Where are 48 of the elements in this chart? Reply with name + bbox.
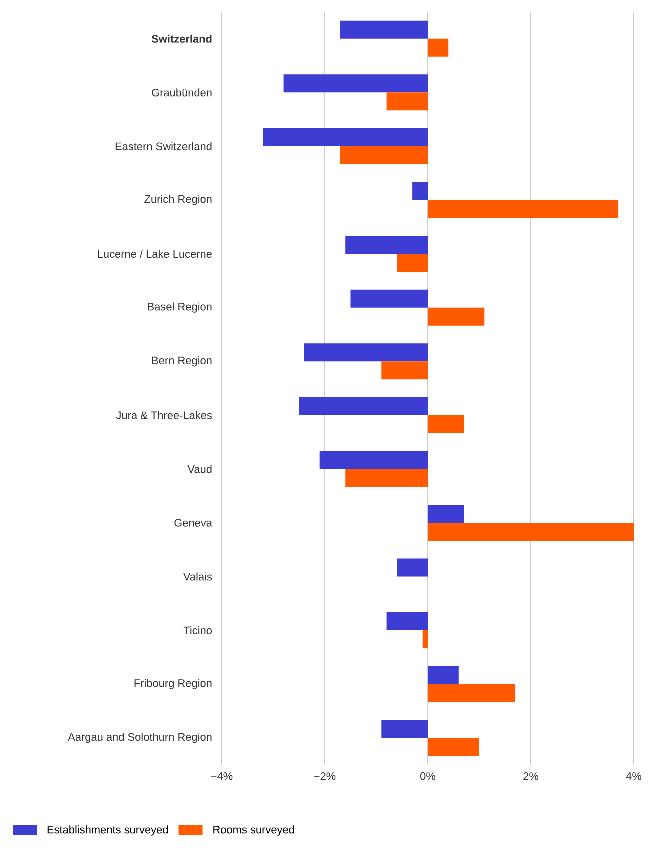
- x-tick-label: 2%: [524, 772, 539, 780]
- bar: [284, 74, 428, 93]
- bar: [386, 612, 428, 631]
- y-tick-label: Aargau and Solothurn Region: [68, 733, 212, 744]
- y-tick-label: Basel Region: [148, 302, 212, 313]
- bar: [428, 666, 459, 684]
- bar: [397, 558, 428, 577]
- y-tick-label: Eastern Switzerland: [116, 142, 212, 150]
- bar: [428, 308, 485, 326]
- bar: [340, 20, 428, 39]
- bar: [382, 362, 428, 380]
- y-tick-label: Jura & Three-Lakes: [116, 411, 212, 420]
- bar: [428, 415, 464, 434]
- bar: [320, 451, 428, 470]
- x-tick-label: 4%: [626, 772, 642, 780]
- bar: [428, 684, 516, 702]
- bar: [340, 146, 428, 164]
- bar: [382, 720, 428, 738]
- bar: [386, 92, 428, 111]
- bar: [422, 630, 428, 649]
- bar: [304, 344, 428, 362]
- y-tick-label: Vaud: [188, 465, 212, 474]
- bar: [263, 128, 428, 146]
- bar: [412, 182, 428, 200]
- bar: [299, 397, 428, 416]
- bar: [346, 469, 428, 488]
- legend-label: Rooms surveyed: [214, 826, 294, 836]
- bar: [397, 254, 428, 272]
- bar: [428, 38, 449, 57]
- bar: [350, 290, 428, 308]
- y-tick-label: Fribourg Region: [134, 679, 212, 690]
- y-tick-label: Geneva: [174, 519, 212, 527]
- y-tick-label: Bern Region: [152, 356, 212, 367]
- bar: [346, 236, 428, 254]
- y-tick-label: Graubünden: [152, 88, 212, 97]
- y-tick-label: Ticino: [184, 626, 212, 635]
- y-tick-label: Lucerne / Lake Lucerne: [98, 250, 212, 258]
- bar: [428, 738, 480, 756]
- y-tick-label: Valais: [183, 572, 212, 581]
- x-tick-label: 0%: [420, 772, 436, 780]
- legend-label: Establishments surveyed: [48, 826, 168, 836]
- x-tick-label: −2%: [314, 772, 336, 780]
- x-tick-label: −4%: [211, 772, 233, 780]
- bar: [428, 522, 634, 541]
- y-tick-label: Switzerland: [152, 34, 212, 43]
- bar: [428, 504, 464, 523]
- y-tick-label: Zurich Region: [144, 195, 212, 206]
- bar: [428, 200, 619, 218]
